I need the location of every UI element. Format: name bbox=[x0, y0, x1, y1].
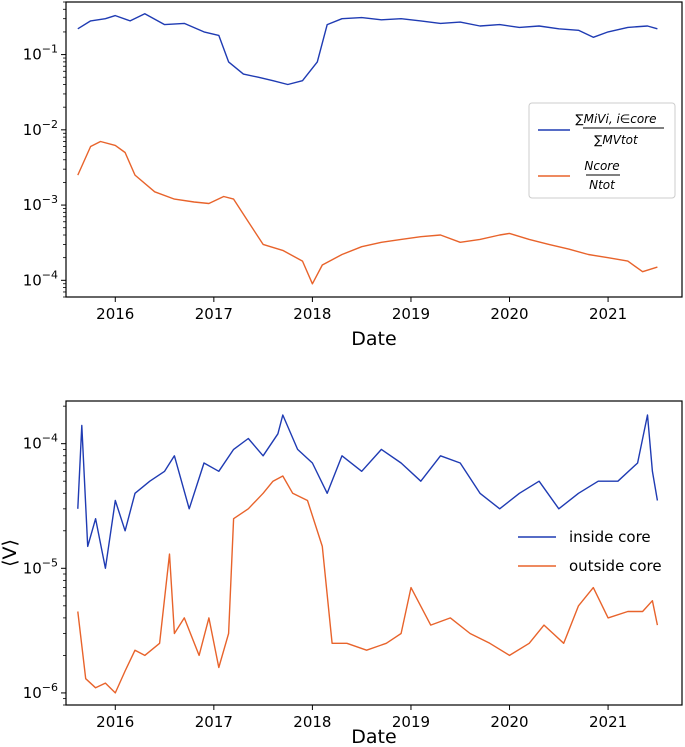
bottom-ytick-label: 10−4 bbox=[23, 432, 58, 453]
top-chart-frame bbox=[65, 1, 683, 298]
legend-denominator-node-share: Ntot bbox=[589, 178, 616, 192]
bottom-xtick-label: 2020 bbox=[490, 713, 528, 731]
bottom-series-line-outside-core bbox=[77, 475, 659, 694]
top-ytick-label: 10−2 bbox=[23, 118, 58, 139]
bottom-chart-xlabel: Date bbox=[351, 726, 396, 747]
top-legend: ∑MiVi, i∈core ∑MVtot Ncore Ntot bbox=[528, 102, 676, 199]
top-legend-box bbox=[528, 102, 676, 199]
legend-numerator-value-share: ∑MiVi, i∈core bbox=[576, 112, 657, 126]
top-xtick-label: 2021 bbox=[589, 305, 627, 323]
bottom-ytick-label: 10−6 bbox=[23, 681, 58, 702]
top-series-line-node_share_core bbox=[77, 140, 658, 285]
bottom-xtick-label: 2019 bbox=[392, 713, 430, 731]
bottom-chart-ylabel: ⟨V⟩ bbox=[0, 539, 21, 567]
bottom-xtick-label: 2016 bbox=[96, 713, 134, 731]
bottom-series-line-inside-core bbox=[77, 414, 659, 569]
top-chart-xlabel: Date bbox=[351, 328, 396, 350]
top-xtick-label: 2020 bbox=[490, 305, 528, 323]
legend-label-inside-core: inside core bbox=[569, 528, 651, 546]
bottom-legend: inside core outside core bbox=[518, 528, 662, 575]
bottom-xtick-label: 2021 bbox=[589, 713, 627, 731]
bottom-ytick-label: 10−5 bbox=[23, 556, 58, 577]
top-ytick-label: 10−1 bbox=[23, 43, 58, 64]
top-chart: 2016 2017 2018 2019 2020 2021 10−1 10−2 10−3 10−… bbox=[23, 1, 683, 350]
top-xtick-label: 2017 bbox=[195, 305, 233, 323]
legend-numerator-node-share: Ncore bbox=[584, 159, 619, 173]
bottom-xtick-label: 2017 bbox=[195, 713, 233, 731]
bottom-chart-frame bbox=[65, 400, 683, 706]
top-xtick-label: 2019 bbox=[392, 305, 430, 323]
bottom-chart: 2016 2017 2018 2019 2020 2021 10−4 10−5 10−6 Da… bbox=[0, 400, 683, 747]
top-series-line-value_share_core bbox=[77, 12, 658, 86]
top-ytick-label: 10−4 bbox=[23, 268, 58, 289]
top-xtick-label: 2018 bbox=[293, 305, 331, 323]
top-xtick-label: 2016 bbox=[96, 305, 134, 323]
top-ytick-label: 10−3 bbox=[23, 193, 58, 214]
legend-denominator-value-share: ∑MVtot bbox=[594, 133, 639, 147]
legend-label-outside-core: outside core bbox=[569, 557, 662, 575]
bottom-xtick-label: 2018 bbox=[293, 713, 331, 731]
